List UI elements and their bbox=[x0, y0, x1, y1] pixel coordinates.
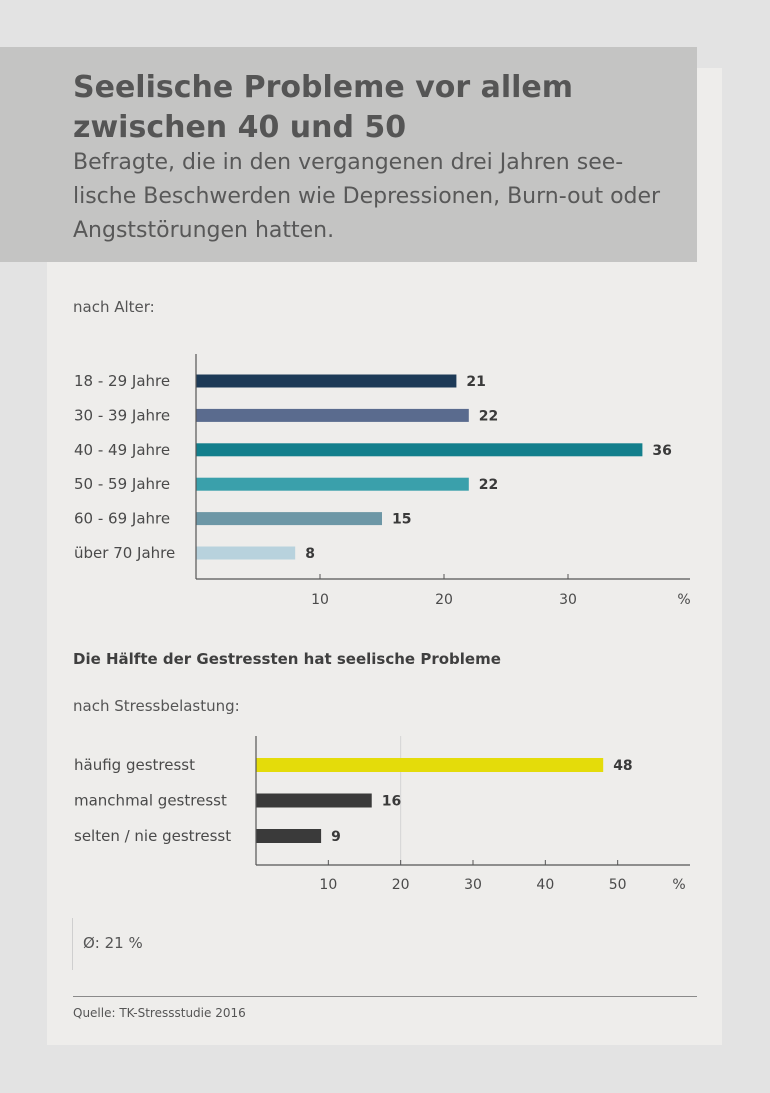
x-tick-label: 10 bbox=[311, 592, 329, 608]
category-label: manchmal gestresst bbox=[74, 792, 227, 810]
age-section-label: nach Alter: bbox=[73, 298, 155, 316]
chart-subtitle: Befragte, die in den vergangenen drei Ja… bbox=[73, 150, 661, 243]
header-band bbox=[0, 47, 697, 262]
bar bbox=[196, 408, 469, 422]
x-tick-label: 10 bbox=[319, 877, 337, 893]
value-label: 48 bbox=[613, 758, 632, 774]
bar bbox=[196, 443, 643, 457]
value-label: 15 bbox=[392, 512, 411, 528]
average-rule bbox=[72, 918, 73, 970]
source-divider bbox=[73, 996, 697, 997]
category-label: 60 - 69 Jahre bbox=[74, 510, 170, 528]
value-label: 16 bbox=[382, 794, 401, 810]
source-note: Quelle: TK-Stressstudie 2016 bbox=[73, 1006, 246, 1020]
x-tick-label: 40 bbox=[536, 877, 554, 893]
category-label: über 70 Jahre bbox=[74, 544, 175, 562]
bar bbox=[256, 829, 322, 843]
chart-title: Seelische Probleme vor allem zwischen 40… bbox=[73, 70, 574, 145]
category-label: 30 - 39 Jahre bbox=[74, 406, 170, 424]
value-label: 8 bbox=[305, 546, 315, 562]
x-tick-label: 20 bbox=[435, 592, 453, 608]
value-label: 36 bbox=[652, 443, 671, 459]
category-label: 50 - 59 Jahre bbox=[74, 475, 170, 493]
x-tick-label: 20 bbox=[392, 877, 410, 893]
category-label: häufig gestresst bbox=[74, 756, 195, 774]
stress-bar-chart: häufig gestresst 48 manchmal gestresst 16 se… bbox=[74, 736, 690, 893]
value-label: 22 bbox=[479, 477, 498, 493]
average-note: Ø: 21 % bbox=[83, 934, 143, 952]
bar bbox=[256, 793, 372, 808]
value-label: 9 bbox=[331, 829, 341, 845]
category-label: 40 - 49 Jahre bbox=[74, 441, 170, 459]
stress-section-label: nach Stressbelastung: bbox=[73, 697, 240, 715]
age-bar-chart: 18 - 29 Jahre 21 30 - 39 Jahre 22 40 - 49 Ja… bbox=[74, 354, 691, 608]
bar bbox=[196, 512, 382, 526]
stress-chart-title: Die Hälfte der Gestressten hat seelische… bbox=[73, 650, 501, 668]
category-label: selten / nie gestresst bbox=[74, 827, 231, 845]
x-unit-label: % bbox=[677, 592, 690, 608]
value-label: 21 bbox=[466, 374, 485, 390]
value-label: 22 bbox=[479, 408, 498, 424]
x-unit-label: % bbox=[672, 877, 685, 893]
bar bbox=[196, 374, 457, 388]
bar bbox=[196, 546, 296, 560]
bar bbox=[256, 758, 604, 772]
x-tick-label: 30 bbox=[464, 877, 482, 893]
x-tick-label: 30 bbox=[559, 592, 577, 608]
category-label: 18 - 29 Jahre bbox=[74, 372, 170, 390]
bar bbox=[196, 477, 469, 491]
x-tick-label: 50 bbox=[609, 877, 627, 893]
